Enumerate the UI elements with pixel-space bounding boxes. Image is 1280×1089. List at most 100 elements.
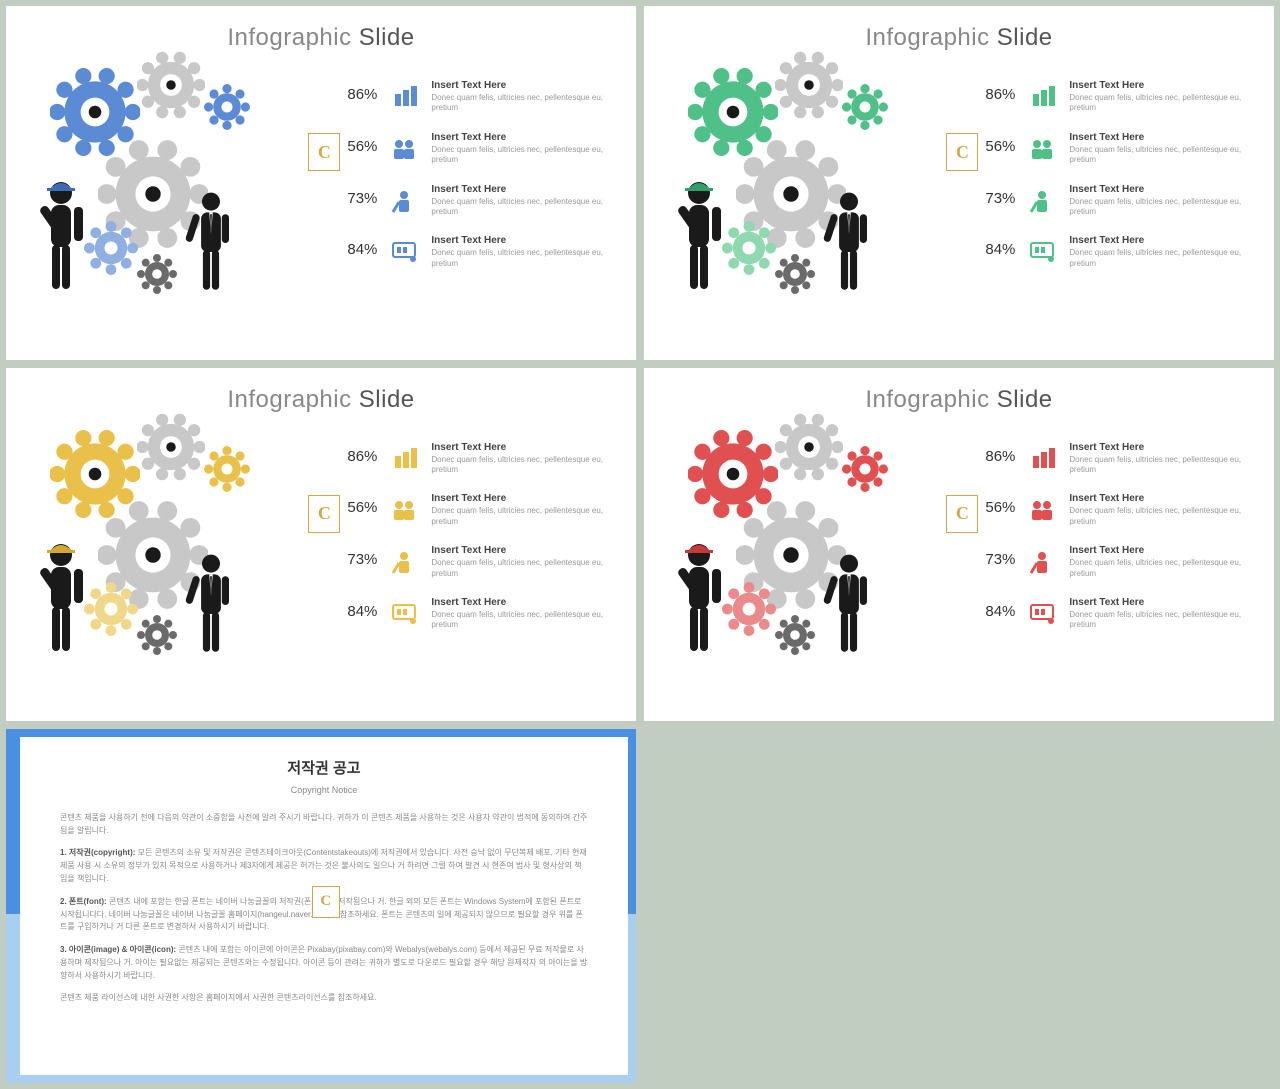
stat-title: Insert Text Here [1069,597,1244,608]
copyright-p1: 1. 저작권(copyright): 모든 콘텐츠의 소유 및 저작권은 콘텐츠… [60,847,588,885]
stat-row: 56% Insert Text Here Donec quam felis, u… [973,493,1244,527]
gear-illustration [674,62,913,336]
stat-desc: Donec quam felis, ultricies nec, pellent… [1069,506,1244,527]
stat-title: Insert Text Here [431,493,606,504]
stat-desc: Donec quam felis, ultricies nec, pellent… [431,558,606,579]
stat-row: 56% Insert Text Here Donec quam felis, u… [335,132,606,166]
stat-row: 73% Insert Text Here Donec quam felis, u… [335,184,606,218]
stat-icon [1029,188,1055,214]
stat-title: Insert Text Here [1069,235,1244,246]
copyright-subtitle: Copyright Notice [60,783,588,797]
stat-percent: 56% [335,132,377,155]
stat-title: Insert Text Here [431,132,606,143]
stat-percent: 73% [335,545,377,568]
stat-row: 73% Insert Text Here Donec quam felis, u… [335,545,606,579]
stat-desc: Donec quam felis, ultricies nec, pellent… [431,506,606,527]
stat-title: Insert Text Here [1069,80,1244,91]
stat-title: Insert Text Here [1069,493,1244,504]
stat-desc: Donec quam felis, ultricies nec, pellent… [431,455,606,476]
badge-icon: C [946,495,978,533]
stat-percent: 86% [973,80,1015,103]
stat-desc: Donec quam felis, ultricies nec, pellent… [1069,248,1244,269]
infographic-slide-4: Infographic Slide [644,368,1274,722]
stat-row: 56% Insert Text Here Donec quam felis, u… [973,132,1244,166]
slide-title: Infographic Slide [6,386,636,414]
stat-row: 84% Insert Text Here Donec quam felis, u… [335,235,606,269]
stat-desc: Donec quam felis, ultricies nec, pellent… [1069,93,1244,114]
stat-title: Insert Text Here [431,545,606,556]
gear-illustration [36,424,275,698]
stat-icon [391,136,417,162]
slide-title: Infographic Slide [644,386,1274,414]
stat-row: 86% Insert Text Here Donec quam felis, u… [973,442,1244,476]
stat-desc: Donec quam felis, ultricies nec, pellent… [1069,455,1244,476]
stat-desc: Donec quam felis, ultricies nec, pellent… [431,197,606,218]
slide-title: Infographic Slide [644,24,1274,52]
copyright-slide: 저작권 공고 Copyright Notice 콘텐츠 제품을 사용하기 전에 … [6,729,636,1083]
stats-list: 86% Insert Text Here Donec quam felis, u… [275,424,606,698]
stat-desc: Donec quam felis, ultricies nec, pellent… [1069,558,1244,579]
stat-icon [391,446,417,472]
stat-row: 86% Insert Text Here Donec quam felis, u… [335,80,606,114]
infographic-slide-2: Infographic Slide [644,6,1274,360]
slide-grid: Infographic Slide [6,6,1274,1083]
stat-icon [1029,239,1055,265]
stat-percent: 56% [335,493,377,516]
stats-list: 86% Insert Text Here Donec quam felis, u… [913,62,1244,336]
stat-row: 56% Insert Text Here Donec quam felis, u… [335,493,606,527]
stat-percent: 56% [973,493,1015,516]
stat-title: Insert Text Here [431,442,606,453]
stat-icon [1029,549,1055,575]
stat-percent: 73% [335,184,377,207]
stat-icon [1029,601,1055,627]
stat-icon [391,497,417,523]
stat-title: Insert Text Here [1069,442,1244,453]
stat-icon [1029,136,1055,162]
stat-icon [391,601,417,627]
gear-illustration [36,62,275,336]
stat-title: Insert Text Here [431,597,606,608]
stats-list: 86% Insert Text Here Donec quam felis, u… [913,424,1244,698]
stat-desc: Donec quam felis, ultricies nec, pellent… [431,248,606,269]
stat-title: Insert Text Here [431,184,606,195]
stat-row: 84% Insert Text Here Donec quam felis, u… [973,597,1244,631]
stat-percent: 86% [335,80,377,103]
copyright-intro: 콘텐츠 제품을 사용하기 전에 다음의 약관이 소중함을 사전에 알려 주시기 … [60,812,588,838]
copyright-title: 저작권 공고 [60,757,588,781]
stat-row: 73% Insert Text Here Donec quam felis, u… [973,184,1244,218]
stat-percent: 84% [973,597,1015,620]
badge-icon: C [312,886,340,918]
stat-desc: Donec quam felis, ultricies nec, pellent… [431,610,606,631]
stat-row: 73% Insert Text Here Donec quam felis, u… [973,545,1244,579]
stat-title: Insert Text Here [431,235,606,246]
stat-icon [1029,497,1055,523]
stat-icon [391,549,417,575]
stat-desc: Donec quam felis, ultricies nec, pellent… [1069,610,1244,631]
stat-percent: 73% [973,545,1015,568]
gear-illustration [674,424,913,698]
stat-percent: 84% [335,597,377,620]
stat-percent: 84% [335,235,377,258]
stat-title: Insert Text Here [1069,132,1244,143]
stat-title: Insert Text Here [431,80,606,91]
empty-slot [644,729,1274,1083]
stat-title: Insert Text Here [1069,184,1244,195]
slide-title: Infographic Slide [6,24,636,52]
copyright-footer: 콘텐츠 제품 라이선스에 내한 사권한 사항은 홈페이지에서 사권한 콘텐츠라이… [60,992,588,1005]
stat-row: 84% Insert Text Here Donec quam felis, u… [335,597,606,631]
stat-icon [391,84,417,110]
stat-percent: 73% [973,184,1015,207]
stat-percent: 86% [973,442,1015,465]
stat-desc: Donec quam felis, ultricies nec, pellent… [431,145,606,166]
badge-icon: C [308,133,340,171]
stat-row: 86% Insert Text Here Donec quam felis, u… [335,442,606,476]
badge-icon: C [308,495,340,533]
stat-percent: 56% [973,132,1015,155]
stat-icon [1029,446,1055,472]
stat-percent: 84% [973,235,1015,258]
stat-title: Insert Text Here [1069,545,1244,556]
stat-icon [391,239,417,265]
badge-icon: C [946,133,978,171]
infographic-slide-1: Infographic Slide [6,6,636,360]
stat-icon [391,188,417,214]
